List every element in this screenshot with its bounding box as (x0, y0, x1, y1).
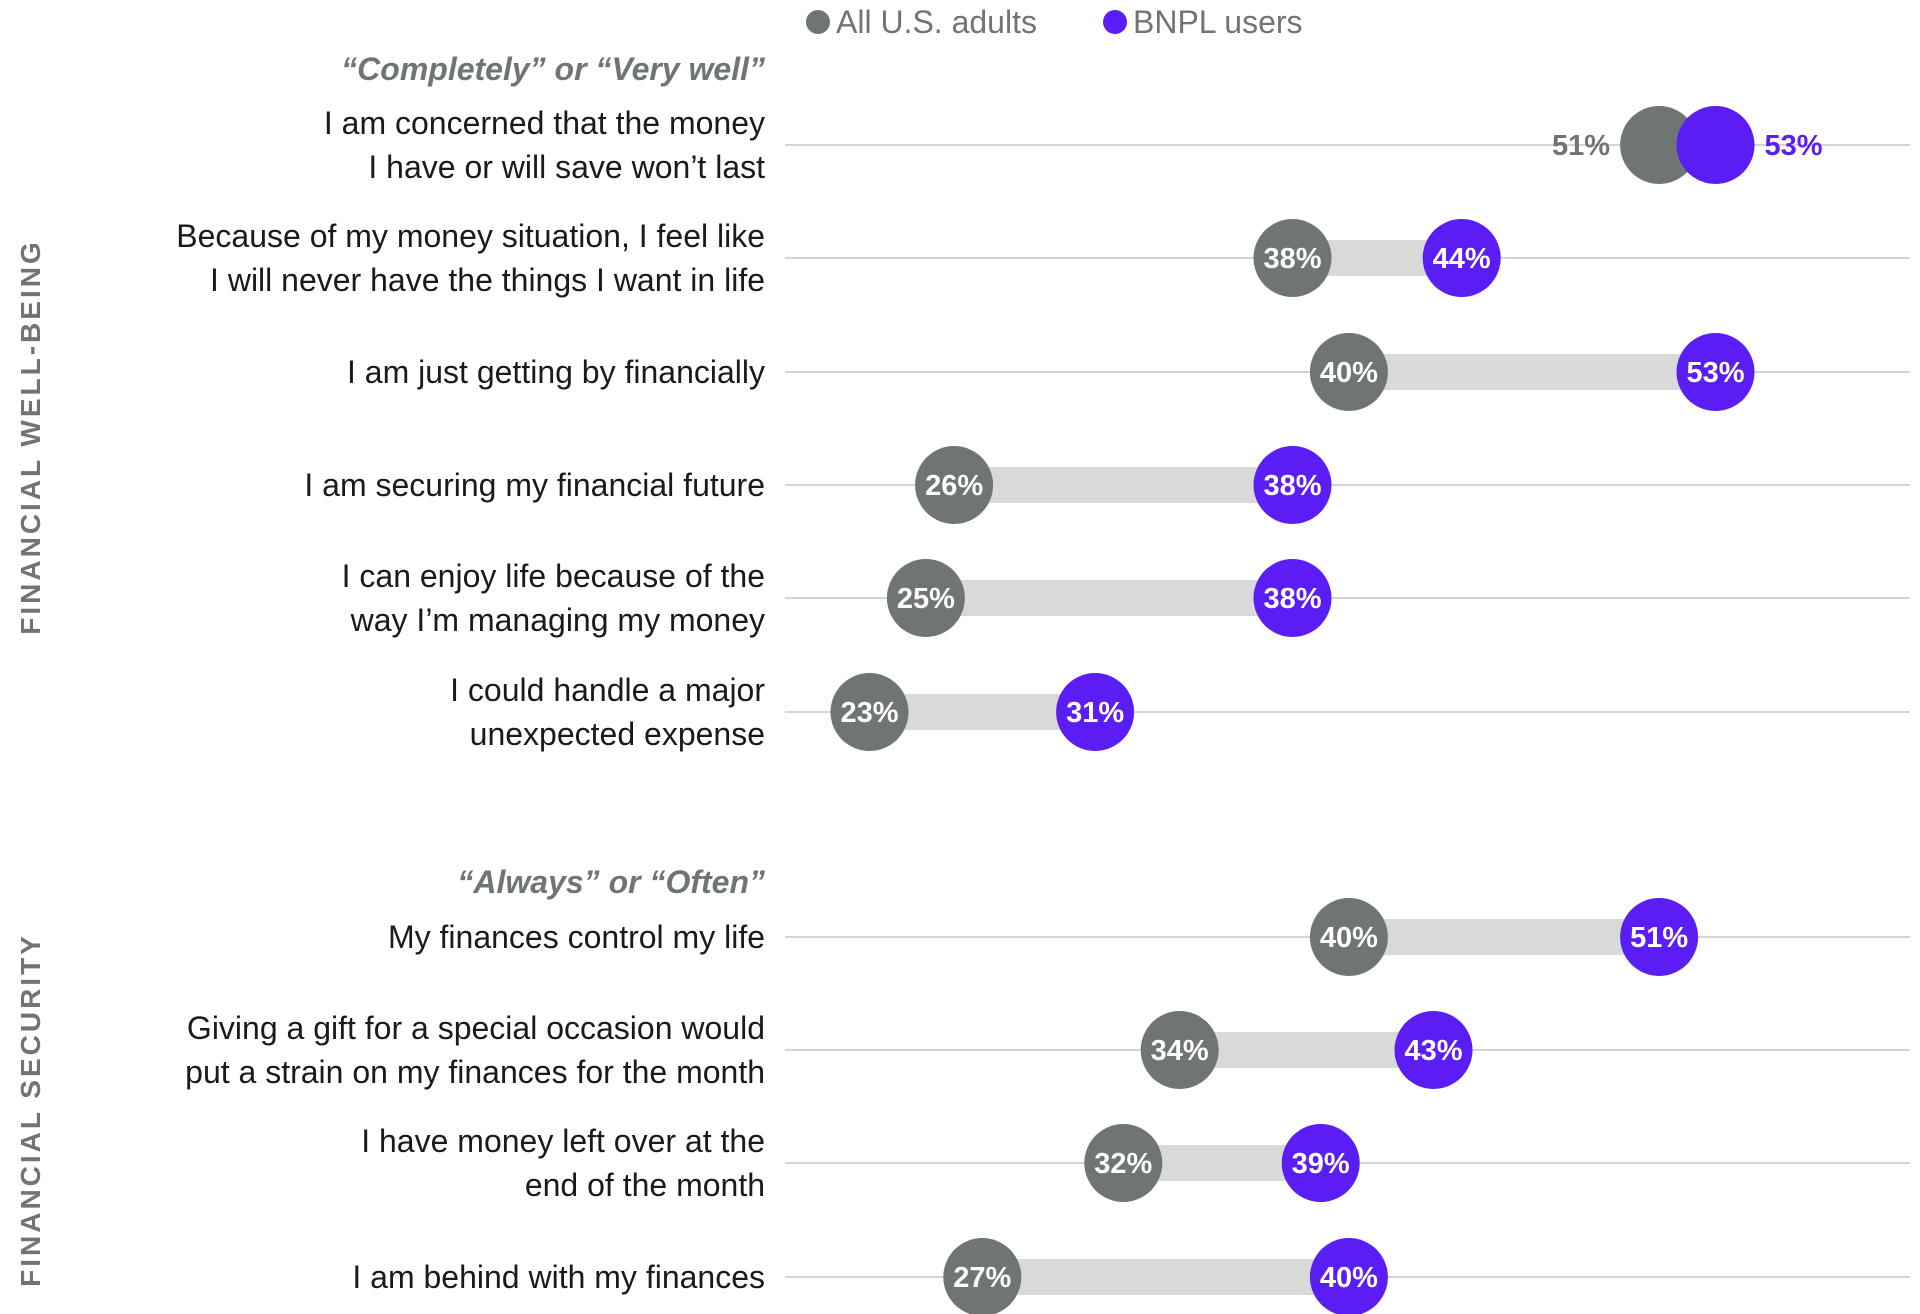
legend-label-bnpl-users: BNPL users (1133, 4, 1303, 40)
value-label-bnpl-users: 43% (1404, 1035, 1462, 1067)
row-label: I have or will save won’t last (368, 149, 765, 185)
row-label: I could handle a major (450, 672, 765, 708)
dot-bnpl-users (1620, 898, 1699, 976)
value-label-all-adults: 26% (925, 470, 983, 502)
dot-all-adults (1309, 333, 1388, 411)
dot-all-adults (830, 673, 909, 751)
value-label-bnpl-users: 38% (1263, 470, 1321, 502)
value-label-bnpl-users: 31% (1066, 697, 1124, 729)
legend: All U.S. adults BNPL users (806, 4, 1303, 40)
dot-all-adults (1620, 106, 1699, 184)
row-label: I am concerned that the money (324, 105, 765, 141)
row-label: I have money left over at the (361, 1123, 765, 1159)
value-label-bnpl-users: 38% (1263, 583, 1321, 615)
dot-bnpl-users (1309, 1238, 1388, 1314)
chart-rows: I am concerned that the money I have or w… (176, 105, 1910, 1314)
value-label-bnpl-users: 44% (1433, 243, 1491, 275)
row-label: I am behind with my finances (352, 1259, 765, 1295)
row-label: I am just getting by financially (347, 354, 765, 390)
range-bar (1179, 1032, 1434, 1068)
range-bar (1348, 354, 1716, 390)
dot-bnpl-users (1253, 559, 1332, 637)
row-label: Giving a gift for a special occasion wou… (187, 1010, 765, 1046)
section-title-well-being: FINANCIAL WELL-BEING (15, 239, 46, 634)
value-label-all-adults: 27% (953, 1262, 1011, 1294)
value-label-all-adults: 23% (840, 697, 898, 729)
row-label: My finances control my life (388, 919, 765, 955)
dot-all-adults (886, 559, 965, 637)
row-label: I can enjoy life because of the (342, 558, 765, 594)
value-label-bnpl-users: 39% (1292, 1148, 1350, 1180)
dot-bnpl-users (1056, 673, 1135, 751)
dot-bnpl-users (1676, 333, 1755, 411)
value-label-bnpl-users: 51% (1630, 922, 1688, 954)
dot-all-adults (1309, 898, 1388, 976)
row-label: unexpected expense (470, 716, 765, 752)
range-bar (982, 1259, 1349, 1295)
dot-all-adults (1140, 1011, 1219, 1089)
dot-bnpl-users (1422, 219, 1501, 297)
row-label: I am securing my financial future (304, 467, 765, 503)
row-label: put a strain on my finances for the mont… (185, 1054, 765, 1090)
legend-swatch-bnpl-users (1103, 10, 1127, 34)
value-label-all-adults: 32% (1094, 1148, 1152, 1180)
value-label-all-adults: 38% (1263, 243, 1321, 275)
legend-label-all-adults: All U.S. adults (836, 4, 1037, 40)
range-bar (925, 580, 1293, 616)
dot-all-adults (1084, 1124, 1163, 1202)
dot-bnpl-users (1394, 1011, 1473, 1089)
value-label-all-adults: 25% (897, 583, 955, 615)
value-label-bnpl-users: 53% (1686, 357, 1744, 389)
section-title-security: FINANCIAL SECURITY (15, 933, 46, 1287)
dot-bnpl-users (1281, 1124, 1360, 1202)
range-bar (1348, 919, 1660, 955)
value-label-all-adults: 51% (1552, 130, 1610, 162)
subheading-security: “Always” or “Often” (457, 864, 765, 900)
dot-all-adults (915, 446, 994, 524)
value-label-bnpl-users: 40% (1320, 1262, 1378, 1294)
dot-all-adults (943, 1238, 1022, 1314)
value-label-all-adults: 40% (1320, 357, 1378, 389)
row-label: Because of my money situation, I feel li… (176, 218, 765, 254)
dot-all-adults (1253, 219, 1332, 297)
dot-bnpl-users (1253, 446, 1332, 524)
dot-bnpl-users (1676, 106, 1755, 184)
legend-swatch-all-adults (806, 10, 830, 34)
row-label: way I’m managing my money (350, 602, 765, 638)
row-label: I will never have the things I want in l… (210, 262, 765, 298)
value-label-bnpl-users: 53% (1765, 130, 1823, 162)
range-bar (954, 467, 1293, 503)
row-label: end of the month (525, 1167, 765, 1203)
value-label-all-adults: 34% (1151, 1035, 1209, 1067)
subheading-well-being: “Completely” or “Very well” (341, 51, 765, 87)
value-label-all-adults: 40% (1320, 922, 1378, 954)
